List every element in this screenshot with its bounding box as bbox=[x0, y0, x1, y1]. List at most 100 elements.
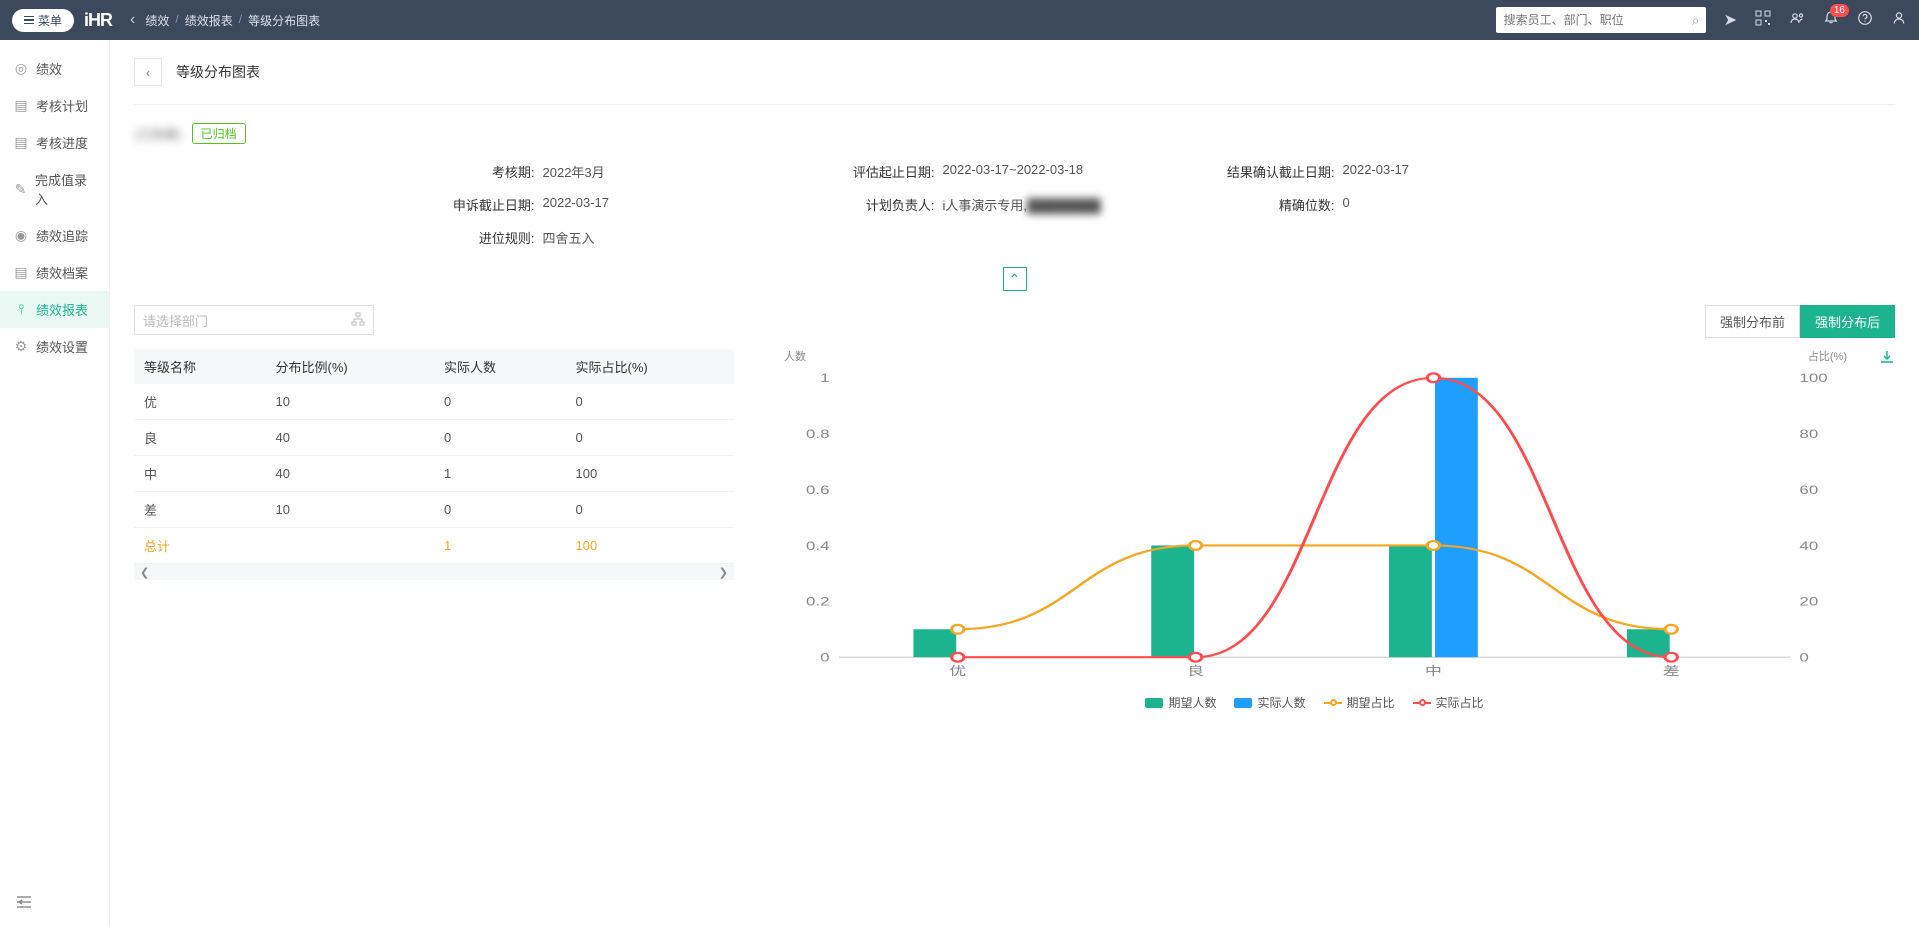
before-distribution-button[interactable]: 强制分布前 bbox=[1705, 305, 1800, 338]
collapse-info-button[interactable]: ⌃ bbox=[1003, 267, 1027, 291]
breadcrumb-back-icon[interactable]: ‹ bbox=[130, 11, 135, 29]
table-header-cell: 实际占比(%) bbox=[566, 349, 734, 384]
header-icon-group: ➤ 16 bbox=[1724, 10, 1907, 31]
search-icon[interactable]: ⌕ bbox=[1692, 12, 1700, 29]
sidebar-item-label: 完成值录入 bbox=[35, 170, 95, 208]
legend-label: 期望占比 bbox=[1347, 694, 1395, 711]
menu-button[interactable]: 菜单 bbox=[12, 9, 74, 32]
main-content: ‹ 等级分布图表 (已隐藏) 已归档 考核期:2022年3月 评估起止日期:20… bbox=[110, 40, 1919, 741]
info-label: 精确位数: bbox=[1215, 195, 1335, 214]
info-label: 考核期: bbox=[415, 162, 535, 181]
plan-info-grid: 考核期:2022年3月 评估起止日期:2022-03-17~2022-03-18… bbox=[375, 162, 1655, 247]
svg-text:0.8: 0.8 bbox=[806, 428, 830, 441]
sidebar-item[interactable]: ▤考核计划 bbox=[0, 87, 109, 124]
sidebar-icon: ⫯ bbox=[14, 301, 28, 318]
table-cell: 0 bbox=[566, 384, 734, 420]
page-title: 等级分布图表 bbox=[176, 62, 260, 82]
table-cell: 优 bbox=[134, 384, 266, 420]
sidebar-item-label: 绩效报表 bbox=[36, 300, 88, 319]
info-label: 申诉截止日期: bbox=[415, 195, 535, 214]
sidebar-item[interactable]: ◉ 绩效追踪 bbox=[0, 217, 109, 254]
archived-badge: 已归档 bbox=[192, 123, 246, 144]
svg-text:0: 0 bbox=[820, 652, 829, 665]
contacts-icon[interactable] bbox=[1789, 10, 1805, 31]
after-distribution-button[interactable]: 强制分布后 bbox=[1800, 305, 1895, 338]
table-cell: 100 bbox=[566, 456, 734, 492]
page-header-row: ‹ 等级分布图表 bbox=[134, 58, 1895, 105]
table-cell: 0 bbox=[434, 420, 566, 456]
sidebar-icon: ◉ bbox=[14, 227, 28, 244]
info-value: 2022-03-17 bbox=[543, 195, 610, 214]
sidebar-icon: ▤ bbox=[14, 264, 28, 281]
legend-item[interactable]: 实际人数 bbox=[1234, 694, 1305, 711]
sidebar-item[interactable]: ◎ 绩效 bbox=[0, 50, 109, 87]
sidebar: ◎ 绩效 ▤考核计划▤考核进度✎完成值录入 ◉ 绩效追踪 ▤ 绩效档案 ⫯ 绩效报表 ⚙绩效设置 bbox=[0, 40, 110, 926]
info-value: 2022年3月 bbox=[543, 162, 605, 181]
dept-select-placeholder: 请选择部门 bbox=[143, 311, 208, 330]
grade-distribution-table: 等级名称分布比例(%)实际人数实际占比(%) 优1000良4000中401100… bbox=[134, 349, 734, 564]
table-row: 优1000 bbox=[134, 384, 734, 420]
table-row: 良4000 bbox=[134, 420, 734, 456]
table-cell: 10 bbox=[266, 492, 434, 528]
legend-item[interactable]: 期望人数 bbox=[1145, 694, 1216, 711]
dept-select[interactable]: 请选择部门 bbox=[134, 305, 374, 335]
info-value: 四舍五入 bbox=[543, 228, 595, 247]
table-cell: 0 bbox=[434, 492, 566, 528]
menu-label: 菜单 bbox=[38, 12, 62, 29]
table-header-cell: 实际人数 bbox=[434, 349, 566, 384]
sidebar-collapse-icon[interactable] bbox=[16, 895, 32, 914]
table-cell: 中 bbox=[134, 456, 266, 492]
qrcode-icon[interactable] bbox=[1755, 10, 1771, 31]
svg-text:中: 中 bbox=[1425, 664, 1442, 678]
sidebar-item[interactable]: ⚙绩效设置 bbox=[0, 328, 109, 365]
sidebar-item-label: 绩效档案 bbox=[36, 263, 88, 282]
legend-item[interactable]: 实际占比 bbox=[1413, 694, 1484, 711]
table-cell: 40 bbox=[266, 456, 434, 492]
svg-text:0: 0 bbox=[1799, 652, 1808, 665]
scroll-left-icon[interactable]: ❮ bbox=[140, 566, 149, 579]
notif-badge: 16 bbox=[1830, 4, 1849, 17]
breadcrumb-item: 等级分布图表 bbox=[248, 12, 320, 29]
cursor-icon[interactable]: ➤ bbox=[1724, 10, 1737, 30]
svg-text:0.4: 0.4 bbox=[806, 540, 830, 553]
sidebar-icon: ◎ bbox=[14, 60, 28, 77]
scroll-right-icon[interactable]: ❯ bbox=[719, 566, 728, 579]
sidebar-item-label: 绩效追踪 bbox=[36, 226, 88, 245]
y-left-axis-label: 人数 bbox=[784, 348, 806, 364]
info-label: 结果确认截止日期: bbox=[1215, 162, 1335, 181]
table-cell: 40 bbox=[266, 420, 434, 456]
table-cell: 100 bbox=[566, 528, 734, 564]
plan-name-blurred: (已隐藏) bbox=[134, 124, 182, 143]
sidebar-item-label: 绩效 bbox=[36, 59, 62, 78]
svg-text:0.2: 0.2 bbox=[806, 596, 830, 609]
back-button[interactable]: ‹ bbox=[134, 58, 162, 86]
sidebar-item[interactable]: ✎完成值录入 bbox=[0, 161, 109, 217]
table-row: 中401100 bbox=[134, 456, 734, 492]
sidebar-icon: ▤ bbox=[14, 134, 28, 151]
table-cell: 良 bbox=[134, 420, 266, 456]
sidebar-item[interactable]: ⫯ 绩效报表 bbox=[0, 291, 109, 328]
breadcrumb-item[interactable]: 绩效 bbox=[145, 12, 169, 29]
user-icon[interactable] bbox=[1891, 10, 1907, 31]
svg-text:80: 80 bbox=[1799, 428, 1818, 441]
table-cell: 1 bbox=[434, 456, 566, 492]
help-icon[interactable] bbox=[1857, 10, 1873, 31]
table-cell bbox=[266, 528, 434, 564]
info-value: 0 bbox=[1343, 195, 1350, 214]
global-search[interactable]: ⌕ bbox=[1496, 7, 1706, 33]
table-cell: 差 bbox=[134, 492, 266, 528]
info-value: 2022-03-17 bbox=[1343, 162, 1410, 181]
y-right-axis-label: 占比(%) bbox=[1808, 348, 1847, 364]
distribution-chart: 00.20.40.60.81020406080100优良中差 bbox=[774, 358, 1855, 688]
sidebar-item-label: 绩效设置 bbox=[36, 337, 88, 356]
bell-icon[interactable]: 16 bbox=[1823, 10, 1839, 31]
search-input[interactable] bbox=[1496, 7, 1706, 33]
legend-item[interactable]: 期望占比 bbox=[1324, 694, 1395, 711]
sidebar-item[interactable]: ▤ 绩效档案 bbox=[0, 254, 109, 291]
sidebar-item[interactable]: ▤考核进度 bbox=[0, 124, 109, 161]
table-horizontal-scrollbar[interactable]: ❮ ❯ bbox=[134, 564, 734, 580]
table-total-row: 总计1100 bbox=[134, 528, 734, 564]
legend-swatch bbox=[1413, 699, 1431, 707]
svg-text:差: 差 bbox=[1663, 664, 1680, 678]
breadcrumb-item[interactable]: 绩效报表 bbox=[185, 12, 233, 29]
